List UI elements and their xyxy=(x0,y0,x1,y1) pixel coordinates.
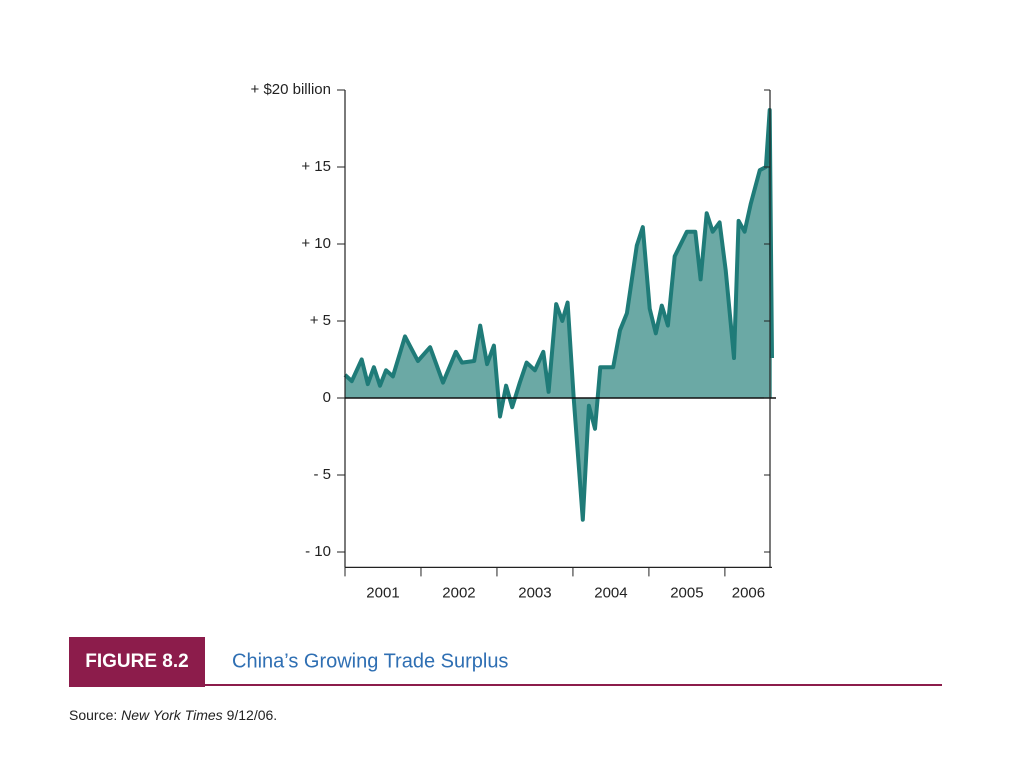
y-tick-label: 0 xyxy=(323,389,331,406)
x-tick-label: 2005 xyxy=(670,584,703,601)
figure-label-box xyxy=(69,637,205,687)
y-tick-label: - 5 xyxy=(313,466,331,483)
x-tick-label: 2002 xyxy=(442,584,475,601)
chart-title: China’s Growing Trade Surplus xyxy=(232,650,508,672)
x-tick-label: 2003 xyxy=(518,584,551,601)
y-tick-label: + 10 xyxy=(301,235,331,252)
y-tick-label: + $20 billion xyxy=(251,81,331,98)
y-tick-label: + 5 xyxy=(310,312,331,329)
y-tick-label: + 15 xyxy=(301,158,331,175)
figure-label: FIGURE 8.2 xyxy=(85,651,188,672)
source-date: 9/12/06. xyxy=(227,707,278,723)
source: Source: New York Times 9/12/06. xyxy=(69,707,277,723)
x-tick-label: 2004 xyxy=(594,584,627,601)
x-tick-label: 2001 xyxy=(366,584,399,601)
x-tick-label: 2006 xyxy=(732,584,765,601)
y-tick-label: - 10 xyxy=(305,543,331,560)
source-publication: New York Times xyxy=(121,707,223,723)
source-prefix: Source: xyxy=(69,707,117,723)
